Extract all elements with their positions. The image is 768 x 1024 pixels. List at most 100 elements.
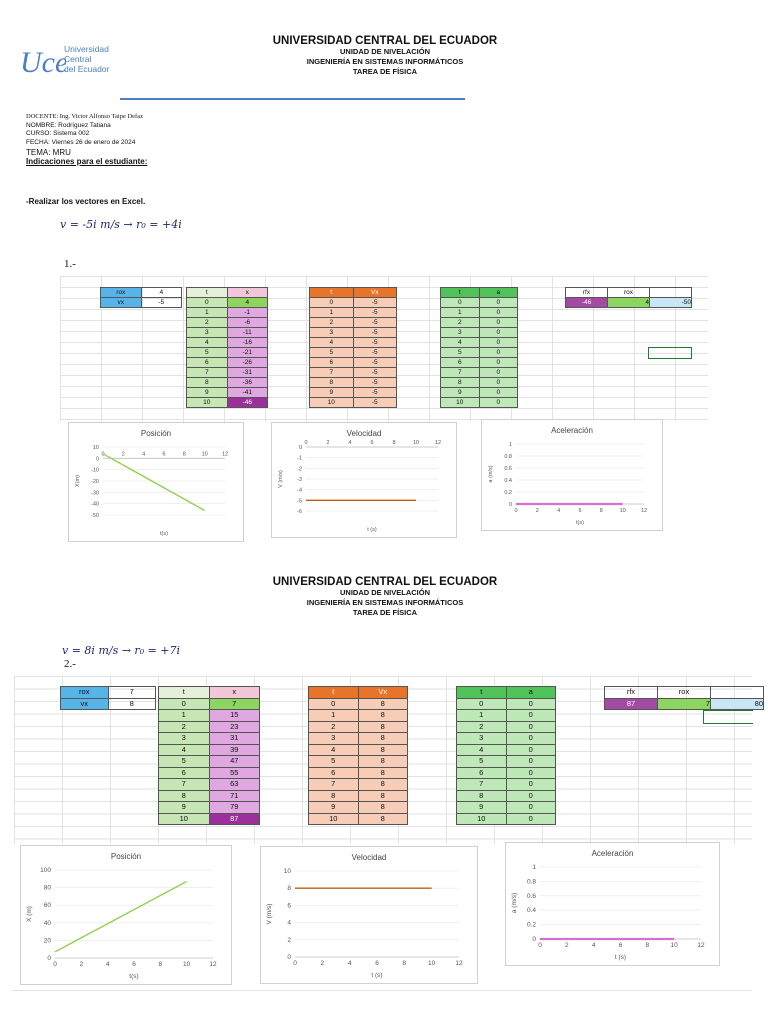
table-cell-value: 79 — [208, 801, 260, 814]
position-chart-2: Posición 100 80 60 40 20 0 0 2 4 6 8 10 12 t(s) X (m) — [20, 845, 232, 985]
chart-plot: 0 -1 -2 -3 -4 -5 -6 0 2 4 6 8 10 12 t (s) V (m/s) — [278, 440, 441, 533]
summary-header-blank — [649, 287, 692, 298]
y-tick-label: -2 — [297, 466, 302, 472]
y-tick-label: 6 — [287, 902, 291, 909]
table-cell-value: 0 — [505, 778, 556, 791]
logo: Uce Universidad Central del Ecuador — [18, 40, 128, 80]
velocity-chart-1: Velocidad 0 -1 -2 -3 -4 -5 -6 0 2 4 6 8 10 12 t (s) V (m… — [271, 422, 457, 538]
table-cell-value: 63 — [208, 778, 260, 791]
table-cell-t: 9 — [440, 387, 480, 398]
acceleration-chart-1: Aceleración 1 0.8 0.6 0.4 0.2 0 0 2 4 6 8 10 12 t(s) a … — [481, 419, 663, 531]
y-tick-label: 1 — [532, 864, 536, 871]
table-cell-value: 31 — [208, 732, 260, 745]
table-cell-value: -6 — [226, 317, 268, 328]
table-cell-value: 47 — [208, 755, 260, 768]
x-tick-label: 0 — [293, 960, 297, 967]
table-cell-t: 1 — [440, 307, 480, 318]
program-title: INGENIERÍA EN SISTEMAS INFORMÁTICOS — [306, 57, 464, 66]
table-cell-value: 8 — [357, 766, 408, 779]
table-cell-t: 2 — [309, 317, 354, 328]
task-title: TAREA DE FÍSICA — [352, 67, 418, 76]
table-cell-value: 0 — [478, 367, 518, 378]
x-tick-label: 10 — [413, 440, 419, 446]
x-tick-label: 8 — [159, 961, 163, 968]
table-cell-t: 0 — [186, 297, 228, 308]
table-cell-t: 5 — [440, 347, 480, 358]
summary-header-blank — [710, 686, 764, 699]
summary-header-rfx: rfx — [604, 686, 658, 699]
x-tick-label: 8 — [646, 942, 650, 949]
table-cell-t: 7 — [308, 778, 359, 791]
y-tick-label: 10 — [284, 868, 292, 875]
table-cell-t: 5 — [158, 755, 210, 768]
y-tick-label: -20 — [91, 479, 99, 485]
table-cell-value: 8 — [357, 812, 408, 825]
table-cell-t: 10 — [440, 397, 480, 408]
table-cell-t: 6 — [440, 357, 480, 368]
uce-logo-icon: Uce — [20, 46, 68, 79]
table-cell-t: 6 — [186, 357, 228, 368]
bottom-divider — [12, 990, 752, 991]
table-cell-value: -41 — [226, 387, 268, 398]
x-axis-label: t (s) — [367, 527, 377, 533]
table-cell-value: -5 — [352, 337, 397, 348]
x-tick-label: 0 — [514, 508, 517, 514]
table-cell-t: 2 — [440, 317, 480, 328]
table-cell-t: 1 — [308, 709, 359, 722]
y-tick-label: 0 — [509, 502, 512, 508]
table-cell-value: 8 — [357, 732, 408, 745]
x-tick-label: 12 — [455, 960, 463, 967]
table-cell-t: 5 — [309, 347, 354, 358]
y-tick-label: 0.2 — [527, 922, 536, 929]
table-cell-t: 8 — [456, 789, 507, 802]
y-tick-label: 0.4 — [527, 907, 536, 914]
y-tick-label: 0 — [96, 456, 99, 462]
table-cell-t: 2 — [308, 720, 359, 733]
table-cell-t: 2 — [186, 317, 228, 328]
y-tick-label: 0 — [299, 445, 302, 451]
table-header-t: t — [309, 287, 354, 298]
table-cell-t: 5 — [456, 755, 507, 768]
table-cell-value: -36 — [226, 377, 268, 388]
table-cell-t: 3 — [158, 732, 210, 745]
table-cell-t: 1 — [456, 709, 507, 722]
table-cell-t: 6 — [456, 766, 507, 779]
x-tick-label: 10 — [202, 451, 208, 457]
chart-title: Velocidad — [351, 853, 387, 862]
table-cell-value: 8 — [357, 743, 408, 756]
y-tick-label: -5 — [297, 498, 302, 504]
x-tick-label: 4 — [106, 961, 110, 968]
table-cell-value: -21 — [226, 347, 268, 358]
y-tick-label: 40 — [44, 920, 52, 927]
chart-plot: 100-10-20-30-40-500 2 4 6 8 10 12t(s)X(m) — [75, 445, 228, 537]
table-cell-value: -5 — [352, 397, 397, 408]
y-tick-label: 0.8 — [504, 454, 512, 460]
unit-title: UNIDAD DE NIVELACIÓN — [339, 47, 430, 56]
acceleration-chart-2: Aceleración 1 0.8 0.6 0.4 0.2 0 0 2 4 6 8 10 12 t (s) a… — [505, 842, 720, 966]
table-cell-value: 7 — [208, 697, 260, 710]
table-header-t: t — [456, 686, 507, 699]
table-cell-t: 4 — [186, 337, 228, 348]
instruction-text: -Realizar los vectores en Excel. — [26, 197, 146, 206]
table-cell-t: 2 — [158, 720, 210, 733]
x-tick-label: 12 — [209, 961, 217, 968]
table-cell-t: 9 — [186, 387, 228, 398]
table-cell-t: 5 — [186, 347, 228, 358]
summary-rox-value: 7 — [657, 697, 711, 710]
indicaciones-heading: Indicaciones para el estudiante: — [26, 157, 148, 166]
y-tick-label: 1 — [509, 442, 512, 448]
x-axis-label: t (s) — [371, 972, 382, 979]
table-header-value: x — [226, 287, 268, 298]
y-tick-label: 4 — [287, 920, 291, 927]
x-tick-label: 4 — [142, 451, 145, 457]
logo-line-2: Central — [64, 54, 92, 64]
table-cell-t: 0 — [456, 697, 507, 710]
summary-header-rox: rox — [607, 287, 650, 298]
table-cell-t: 3 — [308, 732, 359, 745]
table-cell-value: 8 — [357, 789, 408, 802]
x-tick-label: 12 — [435, 440, 441, 446]
y-tick-label: 0 — [532, 936, 536, 943]
table-header-t: t — [158, 686, 210, 699]
chart-plot: 10 8 6 4 2 00 2 4 6 8 10 12 t (s) V (m/s) — [266, 868, 463, 979]
y-axis-label: V (m/s) — [266, 904, 273, 925]
